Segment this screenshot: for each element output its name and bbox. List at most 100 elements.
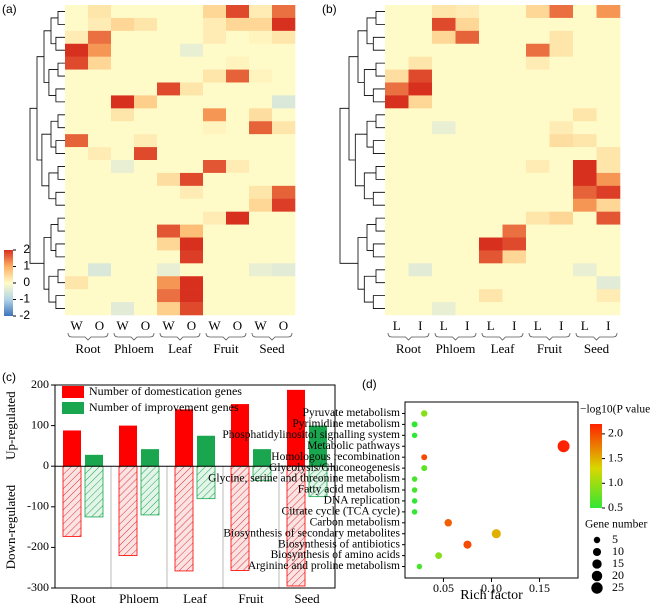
dendrogram-branch — [348, 56, 358, 161]
y-tick-label: 200 — [31, 377, 49, 391]
heatmap-cell — [272, 302, 296, 316]
column-label: L — [487, 318, 495, 333]
heatmap-cell — [596, 198, 621, 212]
heatmap-cell — [526, 134, 550, 148]
heatmap-cell — [408, 69, 433, 83]
point — [421, 454, 428, 461]
heatmap-cell — [408, 17, 433, 32]
heatmap-cell — [385, 43, 409, 57]
heatmap-cell — [479, 302, 503, 316]
heatmap-cell — [272, 147, 296, 161]
heatmap-cell — [157, 211, 181, 225]
plot-frame — [54, 384, 336, 589]
heatmap-cell — [408, 250, 433, 264]
heatmap-cell — [203, 5, 227, 19]
heatmap-cell — [549, 134, 574, 148]
heatmap-cell — [134, 224, 158, 238]
bar-up — [63, 430, 81, 467]
heatmap-cell — [596, 160, 621, 174]
heatmap-cell — [455, 108, 480, 122]
dendrogram-branch — [36, 56, 44, 161]
dendrogram-branch — [48, 275, 58, 303]
heatmap-cell — [596, 82, 621, 96]
heatmap-cell — [385, 263, 409, 277]
colorbar — [4, 250, 13, 316]
heatmap-cell — [88, 82, 112, 96]
heatmap-cell — [596, 95, 621, 109]
heatmap-cell — [455, 95, 480, 109]
heatmap-cell — [432, 198, 456, 212]
heatmap-cell — [111, 198, 135, 212]
heatmap-cell — [408, 56, 433, 70]
heatmap-cell — [432, 69, 456, 83]
heatmap-cell — [180, 134, 204, 148]
x-tick-label: Fruit — [238, 591, 264, 605]
heatmap-cell — [134, 121, 158, 135]
point — [421, 465, 428, 472]
heatmap-cell — [249, 121, 273, 135]
heatmap-cell — [479, 250, 503, 264]
heatmap-cell — [88, 121, 112, 135]
heatmap-cell — [65, 134, 89, 148]
heatmap-cell — [272, 30, 296, 45]
heatmap-cell — [385, 95, 409, 109]
heatmap-cell — [226, 263, 250, 277]
heatmap-cell — [385, 276, 409, 290]
heatmap-cell — [596, 30, 621, 45]
heatmap-cell — [455, 224, 480, 238]
heatmap-cell — [88, 134, 112, 148]
heatmap-cell — [249, 56, 273, 70]
heatmap-cell — [479, 30, 503, 45]
dendrogram-branch — [375, 269, 385, 284]
colorbar-tick-label: -2 — [19, 308, 30, 322]
heatmap-cell — [502, 147, 527, 161]
heatmap-cell — [549, 185, 574, 200]
heatmap-cell — [502, 160, 527, 174]
heatmap-cell — [180, 250, 204, 264]
heatmap-cell — [502, 211, 527, 225]
point — [421, 410, 428, 417]
heatmap-cell — [249, 224, 273, 238]
heatmap-cell — [249, 185, 273, 200]
heatmap-cell — [180, 263, 204, 277]
y-tick-label: Citrate cycle (TCA cycle) — [282, 506, 401, 518]
y-tick-label: DNA replication — [324, 495, 401, 507]
heatmap-cell — [596, 263, 621, 277]
heatmap-cell — [272, 263, 296, 277]
heatmap-cell — [111, 302, 135, 316]
heatmap-cell — [432, 276, 456, 290]
dendrogram-branch — [375, 62, 385, 77]
heatmap-cell — [432, 43, 456, 57]
heatmap-cell — [111, 30, 135, 45]
heatmap-cell — [65, 302, 89, 316]
heatmap-cell — [249, 263, 273, 277]
point — [444, 519, 452, 527]
heatmap-cell — [408, 160, 433, 174]
heatmap-cell — [526, 95, 550, 109]
dendrogram-branch — [357, 237, 367, 290]
heatmap-cell — [526, 69, 550, 83]
heatmap-cell — [134, 82, 158, 96]
heatmap-cell — [526, 108, 550, 122]
size-legend-dot — [593, 536, 601, 544]
heatmap-cell — [65, 172, 89, 187]
heatmap-cell — [226, 134, 250, 148]
heatmap-cell — [65, 198, 89, 212]
heatmap-cell — [455, 17, 480, 32]
heatmap-cell — [111, 160, 135, 174]
bar-up — [253, 449, 271, 467]
heatmap-cell — [88, 263, 112, 277]
heatmap-cell — [479, 147, 503, 161]
heatmap-cell — [226, 172, 250, 187]
heatmap-cell — [432, 147, 456, 161]
y-tick-label: -100 — [27, 499, 49, 513]
heatmap-cell — [226, 82, 250, 96]
colorbar-tick-label: 1.0 — [608, 475, 623, 489]
heatmap-cell — [502, 134, 527, 148]
x-tick-label: 0.05 — [433, 581, 454, 595]
heatmap-cell — [526, 276, 550, 290]
heatmap-cell — [408, 185, 433, 200]
heatmap-cell — [203, 250, 227, 264]
bar-up — [309, 425, 327, 467]
heatmap-cell — [479, 121, 503, 135]
